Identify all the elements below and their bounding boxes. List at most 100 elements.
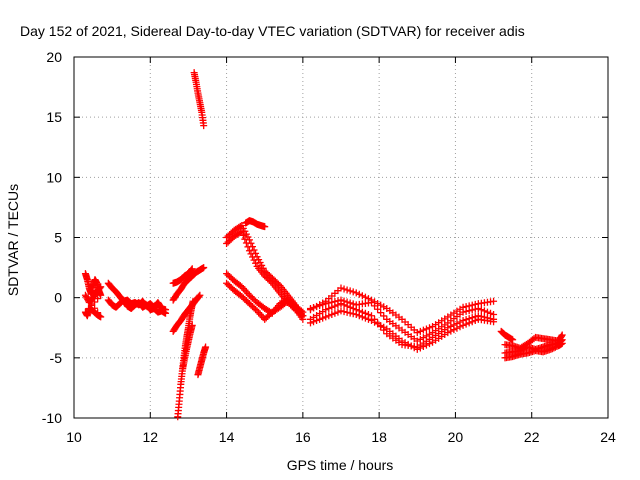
- x-tick-label: 10: [66, 429, 82, 445]
- data-point: [322, 300, 330, 308]
- data-point: [334, 308, 342, 316]
- data-point: [245, 247, 253, 255]
- x-tick-label: 22: [524, 429, 540, 445]
- data-point: [550, 344, 558, 352]
- data-point: [462, 307, 470, 315]
- data-point: [241, 235, 249, 243]
- series-late-arc-c: [501, 339, 566, 362]
- data-point: [465, 315, 473, 323]
- data-point: [267, 278, 275, 286]
- data-point: [480, 307, 488, 315]
- y-axis-label: SDTVAR / TECUs: [5, 184, 21, 296]
- data-point: [187, 266, 195, 274]
- series-track-e: [223, 270, 307, 317]
- data-point: [480, 313, 488, 321]
- data-point: [346, 287, 354, 295]
- data-point: [337, 284, 345, 292]
- series-mid-bottom: [306, 300, 498, 351]
- data-point: [337, 300, 345, 308]
- data-point: [242, 239, 250, 247]
- data-point: [352, 289, 360, 297]
- data-point: [188, 265, 196, 273]
- data-point: [358, 308, 366, 316]
- data-point: [97, 313, 105, 321]
- data-point: [200, 264, 208, 272]
- data-point: [462, 316, 470, 324]
- y-tick-label: 5: [54, 230, 62, 246]
- data-point: [261, 223, 269, 231]
- data-point: [558, 339, 566, 347]
- data-point: [316, 302, 324, 310]
- y-tick-label: -5: [50, 350, 63, 366]
- data-point: [322, 306, 330, 314]
- data-point: [371, 302, 379, 310]
- data-point: [477, 306, 485, 314]
- data-point: [313, 303, 321, 311]
- data-point: [459, 308, 467, 316]
- data-point: [468, 306, 476, 314]
- data-point: [249, 253, 257, 261]
- data-point: [355, 290, 363, 298]
- data-point: [459, 317, 467, 325]
- data-point: [450, 321, 458, 329]
- data-point: [331, 309, 339, 317]
- x-tick-label: 16: [295, 429, 311, 445]
- data-point: [162, 309, 170, 317]
- data-point: [244, 243, 252, 251]
- data-point: [349, 304, 357, 312]
- data-point: [371, 315, 379, 323]
- series-track-f: [223, 279, 307, 323]
- data-point: [471, 305, 479, 313]
- data-point: [96, 284, 104, 292]
- data-point: [361, 293, 369, 301]
- data-point: [444, 324, 452, 332]
- data-point: [340, 285, 348, 293]
- series-top-line: [242, 217, 269, 231]
- data-point: [252, 305, 260, 313]
- data-point: [340, 301, 348, 309]
- data-point: [483, 314, 491, 322]
- data-point: [509, 336, 517, 344]
- data-point: [416, 327, 424, 335]
- data-point: [337, 307, 345, 315]
- x-axis-label: GPS time / hours: [287, 457, 394, 473]
- data-point: [380, 326, 388, 334]
- data-point: [202, 343, 210, 351]
- data-point: [322, 313, 330, 321]
- data-point: [299, 312, 307, 320]
- series-pre-noon-rise: [169, 264, 208, 304]
- data-point: [377, 323, 385, 331]
- data-point: [196, 291, 204, 299]
- grid: [74, 57, 608, 418]
- data-point: [346, 303, 354, 311]
- data-point: [419, 326, 427, 334]
- data-point: [334, 301, 342, 309]
- data-point: [474, 312, 482, 320]
- series-early-cluster: [81, 270, 105, 321]
- series-steep-drop-2: [179, 321, 196, 373]
- data-point: [465, 307, 473, 315]
- data-point: [453, 319, 461, 327]
- data-point: [343, 302, 351, 310]
- data-point: [340, 308, 348, 316]
- data-point: [195, 292, 203, 300]
- data-point: [319, 301, 327, 309]
- data-point: [352, 306, 360, 314]
- data-point: [374, 305, 382, 313]
- data-point: [238, 227, 246, 235]
- data-point: [422, 325, 430, 333]
- y-tick-label: -10: [42, 410, 62, 426]
- data-point: [343, 308, 351, 316]
- data-point: [361, 309, 369, 317]
- data-point: [319, 314, 327, 322]
- data-point: [474, 304, 482, 312]
- ticks: 10 12 14 16 18 20 22 24 -10 -5 0 5 10 15 20: [42, 49, 616, 445]
- data-point: [252, 259, 260, 267]
- data-point: [468, 314, 476, 322]
- data-point: [247, 250, 255, 258]
- y-tick-label: 15: [46, 109, 62, 125]
- x-tick-label: 20: [448, 429, 464, 445]
- data-point: [97, 283, 105, 291]
- data-point: [94, 309, 102, 317]
